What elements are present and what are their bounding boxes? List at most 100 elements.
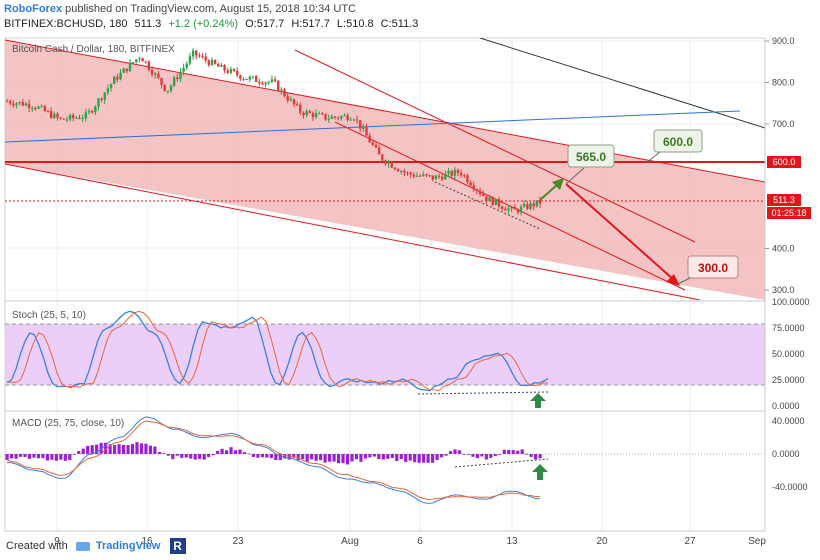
time-tick-label: 6 <box>417 536 423 547</box>
candle-body <box>229 69 233 73</box>
macd-histogram-bar <box>260 454 265 458</box>
macd-histogram-bar <box>108 444 112 454</box>
callout-565[interactable]: 565.0 <box>565 144 615 185</box>
macd-histogram-bar <box>301 454 305 460</box>
macd-histogram-bar <box>538 454 542 459</box>
macd-histogram-bar <box>305 454 309 462</box>
forecast-down-arrowhead <box>666 274 680 286</box>
macd-histogram-bar <box>95 444 99 454</box>
candle-body <box>513 206 516 210</box>
resistance-badge-label: 600.0 <box>773 157 796 167</box>
candle-body <box>191 50 195 57</box>
macd-tick-label: 40.0000 <box>772 416 805 426</box>
candle-body <box>46 111 50 113</box>
macd-histogram-bar <box>368 454 372 458</box>
candle-body <box>264 82 267 85</box>
candle-body <box>204 56 207 61</box>
candle-body <box>355 119 359 121</box>
candle-body <box>254 76 258 82</box>
macd-histogram-bar <box>341 454 345 464</box>
candle-body <box>21 101 24 106</box>
candle-body <box>154 73 157 75</box>
candle-body <box>478 190 482 194</box>
symbol-label: BITFINEX:BCHUSD, 180 <box>4 18 128 30</box>
macd-title: MACD (25, 75, close, 10) <box>12 418 124 429</box>
stoch-band <box>5 324 765 385</box>
candle-body <box>273 79 277 81</box>
macd-histogram-bar <box>242 452 247 454</box>
brand-name[interactable]: RoboForex <box>4 3 63 15</box>
tradingview-link[interactable]: TradingView <box>95 539 161 552</box>
candle-body <box>371 142 375 145</box>
candle-body <box>538 200 542 204</box>
macd-histogram-bar <box>390 454 394 458</box>
macd-histogram-bar <box>238 449 242 454</box>
price-candles <box>5 47 542 216</box>
macd-histogram-bar <box>269 454 273 459</box>
stoch-signal-arrow <box>530 393 546 408</box>
candle-body <box>24 103 28 106</box>
candle-body <box>97 98 100 107</box>
candle-body <box>526 204 529 209</box>
candle-body <box>232 69 236 71</box>
macd-histogram-bar <box>502 449 506 454</box>
roboforex-logo-icon: R <box>169 538 186 554</box>
candle-body <box>488 197 491 202</box>
candle-body <box>68 114 72 120</box>
candle-body <box>311 112 315 118</box>
current-price-label: 511.3 <box>773 195 795 205</box>
price-tick-label: 400.0 <box>772 244 795 254</box>
macd-histogram-bar <box>480 454 484 457</box>
callout-600[interactable]: 600.0 <box>645 129 703 164</box>
stoch-title: Stoch (25, 5, 10) <box>12 310 86 321</box>
candle-body <box>56 113 59 118</box>
countdown-label: 01:25:18 <box>771 208 806 218</box>
macd-signal-line <box>6 420 541 501</box>
macd-histogram-bar <box>498 454 502 455</box>
macd-histogram-bar <box>462 454 466 455</box>
macd-histogram-bar <box>511 450 515 454</box>
macd-histogram-bar <box>77 451 81 454</box>
candle-body <box>321 113 324 115</box>
candle-body <box>100 98 103 100</box>
candle-body <box>466 175 469 183</box>
candle-body <box>333 116 337 118</box>
macd-histogram-bar <box>278 454 282 461</box>
macd-histogram-bar <box>54 454 58 461</box>
macd-histogram-bar <box>247 453 251 455</box>
macd-histogram-bar <box>148 445 153 454</box>
candle-body <box>305 111 308 116</box>
macd-histogram-bar <box>207 454 211 457</box>
macd-histogram-bar <box>399 454 403 460</box>
macd-histogram-bar <box>184 454 188 458</box>
candle-body <box>201 56 204 58</box>
candle-body <box>188 56 192 64</box>
candle-body <box>226 70 229 73</box>
price-tick-label: 700.0 <box>772 119 795 129</box>
candle-body <box>62 118 65 120</box>
candle-body <box>109 83 113 89</box>
candle-body <box>422 174 425 176</box>
macd-histogram-bar <box>377 454 381 460</box>
macd-histogram-bar <box>193 454 197 460</box>
macd-histogram-bar <box>180 454 184 458</box>
candle-body <box>280 89 283 91</box>
candle-body <box>210 59 214 66</box>
candle-body <box>381 154 384 161</box>
time-tick-label: 13 <box>506 536 518 547</box>
macd-histogram-bar <box>135 442 139 454</box>
candle-body <box>119 72 122 80</box>
callout-300[interactable]: 300.0 <box>677 255 739 285</box>
candle-body <box>106 88 110 93</box>
macd-histogram-bar <box>81 448 85 454</box>
candle-body <box>400 171 403 173</box>
chart-area[interactable]: 565.0 600.0 300.0 Bitcoin Cash / Dollar,… <box>0 32 820 560</box>
candle-body <box>469 182 472 186</box>
macd-histogram-bar <box>493 454 497 457</box>
candle-body <box>75 117 78 119</box>
macd-histogram-bar <box>310 454 314 460</box>
forecast-up-arrowhead <box>552 178 564 190</box>
time-axis-labels: 9 16 23 Aug 6 13 20 27 Sep <box>54 536 766 547</box>
macd-histogram-bar <box>417 454 421 463</box>
candle-body <box>302 112 305 116</box>
